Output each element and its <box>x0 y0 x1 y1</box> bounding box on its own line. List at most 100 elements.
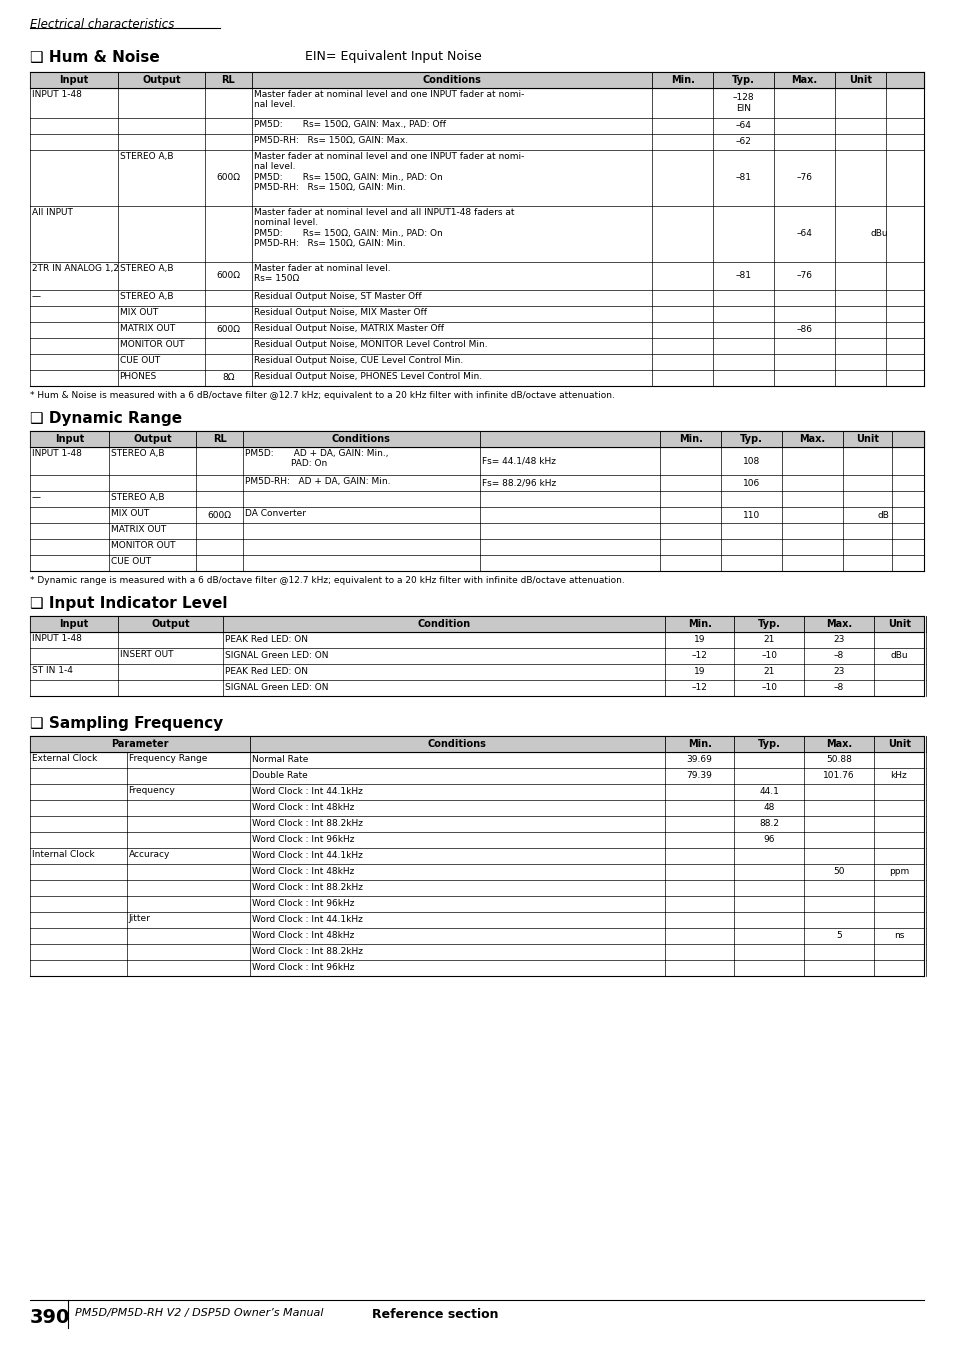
Text: 108: 108 <box>742 457 760 466</box>
Text: Double Rate: Double Rate <box>252 771 308 781</box>
Text: Word Clock : Int 44.1kHz: Word Clock : Int 44.1kHz <box>252 851 362 861</box>
Text: 5: 5 <box>836 931 841 940</box>
Text: 600Ω: 600Ω <box>208 511 232 520</box>
Text: Unit: Unit <box>855 434 878 444</box>
Text: 79.39: 79.39 <box>686 771 712 781</box>
Text: * Dynamic range is measured with a 6 dB/octave filter @12.7 kHz; equivalent to a: * Dynamic range is measured with a 6 dB/… <box>30 576 624 585</box>
Text: PM5D/PM5D-RH V2 / DSP5D Owner’s Manual: PM5D/PM5D-RH V2 / DSP5D Owner’s Manual <box>75 1308 323 1319</box>
Text: 110: 110 <box>742 511 760 520</box>
Text: Jitter: Jitter <box>129 915 151 923</box>
Text: –76: –76 <box>796 272 811 281</box>
Text: Input: Input <box>54 434 84 444</box>
Text: Reference section: Reference section <box>372 1308 498 1321</box>
Text: 44.1: 44.1 <box>759 788 779 797</box>
Text: Word Clock : Int 88.2kHz: Word Clock : Int 88.2kHz <box>252 820 362 828</box>
Text: 106: 106 <box>742 478 760 488</box>
Text: 23: 23 <box>833 667 843 677</box>
Text: PM5D-RH:   Rs= 150Ω, GAIN: Max.: PM5D-RH: Rs= 150Ω, GAIN: Max. <box>253 136 408 145</box>
Text: EIN= Equivalent Input Noise: EIN= Equivalent Input Noise <box>305 50 481 63</box>
Text: 21: 21 <box>762 667 774 677</box>
Text: MONITOR OUT: MONITOR OUT <box>119 340 184 349</box>
Text: 8Ω: 8Ω <box>222 373 234 382</box>
Text: ppm: ppm <box>888 867 908 877</box>
Text: Input: Input <box>59 619 89 630</box>
Text: Word Clock : Int 96kHz: Word Clock : Int 96kHz <box>252 835 355 844</box>
Text: dBu: dBu <box>889 651 907 661</box>
Text: 19: 19 <box>693 635 704 644</box>
Text: 21: 21 <box>762 635 774 644</box>
Text: MIX OUT: MIX OUT <box>119 308 157 317</box>
Text: ❑ Sampling Frequency: ❑ Sampling Frequency <box>30 716 223 731</box>
Text: Word Clock : Int 88.2kHz: Word Clock : Int 88.2kHz <box>252 947 362 957</box>
Text: Typ.: Typ. <box>757 739 780 748</box>
Text: –64: –64 <box>796 230 811 239</box>
Text: 390: 390 <box>30 1308 71 1327</box>
Text: * Hum & Noise is measured with a 6 dB/octave filter @12.7 kHz; equivalent to a 2: * Hum & Noise is measured with a 6 dB/oc… <box>30 390 615 400</box>
Text: Conditions: Conditions <box>422 76 481 85</box>
Text: ❑ Hum & Noise: ❑ Hum & Noise <box>30 50 159 65</box>
Text: ❑ Dynamic Range: ❑ Dynamic Range <box>30 411 182 426</box>
Text: 600Ω: 600Ω <box>216 272 240 281</box>
Text: 48: 48 <box>762 804 774 812</box>
Text: All INPUT: All INPUT <box>32 208 72 218</box>
Text: Frequency: Frequency <box>129 786 175 794</box>
Text: Residual Output Noise, MATRIX Master Off: Residual Output Noise, MATRIX Master Off <box>253 324 443 332</box>
Text: Master fader at nominal level and one INPUT fader at nomi-
nal level.: Master fader at nominal level and one IN… <box>253 91 523 109</box>
Text: 600Ω: 600Ω <box>216 173 240 182</box>
Text: Residual Output Noise, ST Master Off: Residual Output Noise, ST Master Off <box>253 292 421 301</box>
Text: –81: –81 <box>735 272 751 281</box>
Text: —: — <box>32 292 41 301</box>
Text: –10: –10 <box>760 684 777 693</box>
Text: Max.: Max. <box>825 619 851 630</box>
Text: External Clock: External Clock <box>32 754 97 763</box>
Text: –62: –62 <box>735 138 751 146</box>
Text: Word Clock : Int 48kHz: Word Clock : Int 48kHz <box>252 804 354 812</box>
Text: RL: RL <box>213 434 226 444</box>
Text: Residual Output Noise, MIX Master Off: Residual Output Noise, MIX Master Off <box>253 308 426 317</box>
Text: INPUT 1-48: INPUT 1-48 <box>32 634 82 643</box>
Text: Frequency Range: Frequency Range <box>129 754 207 763</box>
Text: PHONES: PHONES <box>119 372 156 381</box>
Text: RL: RL <box>221 76 235 85</box>
Text: kHz: kHz <box>890 771 906 781</box>
Text: INPUT 1-48: INPUT 1-48 <box>32 91 82 99</box>
Text: STEREO A,B: STEREO A,B <box>119 263 172 273</box>
Text: INPUT 1-48: INPUT 1-48 <box>32 449 82 458</box>
Text: Normal Rate: Normal Rate <box>252 755 308 765</box>
Text: 39.69: 39.69 <box>686 755 712 765</box>
Text: Conditions: Conditions <box>428 739 486 748</box>
Text: Unit: Unit <box>887 739 910 748</box>
Text: Input: Input <box>59 76 89 85</box>
Text: Word Clock : Int 96kHz: Word Clock : Int 96kHz <box>252 963 355 973</box>
Text: 50.88: 50.88 <box>825 755 851 765</box>
Text: –12: –12 <box>691 684 707 693</box>
Text: Unit: Unit <box>887 619 910 630</box>
Text: MATRIX OUT: MATRIX OUT <box>111 526 166 534</box>
Text: Fs= 88.2/96 kHz: Fs= 88.2/96 kHz <box>481 478 556 488</box>
Text: Conditions: Conditions <box>332 434 391 444</box>
Text: –64: –64 <box>735 122 751 131</box>
Text: ST IN 1-4: ST IN 1-4 <box>32 666 72 676</box>
Text: PM5D:       AD + DA, GAIN: Min.,
                PAD: On: PM5D: AD + DA, GAIN: Min., PAD: On <box>245 449 388 469</box>
Text: Master fader at nominal level and all INPUT1-48 faders at
nominal level.
PM5D:  : Master fader at nominal level and all IN… <box>253 208 514 249</box>
Text: 23: 23 <box>833 635 843 644</box>
Text: Typ.: Typ. <box>740 434 762 444</box>
Text: 88.2: 88.2 <box>759 820 779 828</box>
Text: Min.: Min. <box>687 619 711 630</box>
Text: DA Converter: DA Converter <box>245 509 306 517</box>
Text: –8: –8 <box>833 684 843 693</box>
Text: dBu: dBu <box>869 230 887 239</box>
Text: –8: –8 <box>833 651 843 661</box>
Text: –12: –12 <box>691 651 707 661</box>
Text: PM5D-RH:   AD + DA, GAIN: Min.: PM5D-RH: AD + DA, GAIN: Min. <box>245 477 390 486</box>
Text: Output: Output <box>151 619 190 630</box>
Text: INSERT OUT: INSERT OUT <box>119 650 172 659</box>
Text: MATRIX OUT: MATRIX OUT <box>119 324 174 332</box>
Text: Min.: Min. <box>670 76 694 85</box>
Text: CUE OUT: CUE OUT <box>119 357 159 365</box>
Text: STEREO A,B: STEREO A,B <box>111 449 164 458</box>
Text: 50: 50 <box>833 867 844 877</box>
Text: Residual Output Noise, CUE Level Control Min.: Residual Output Noise, CUE Level Control… <box>253 357 462 365</box>
Text: PM5D:       Rs= 150Ω, GAIN: Max., PAD: Off: PM5D: Rs= 150Ω, GAIN: Max., PAD: Off <box>253 120 445 128</box>
Text: Min.: Min. <box>678 434 701 444</box>
